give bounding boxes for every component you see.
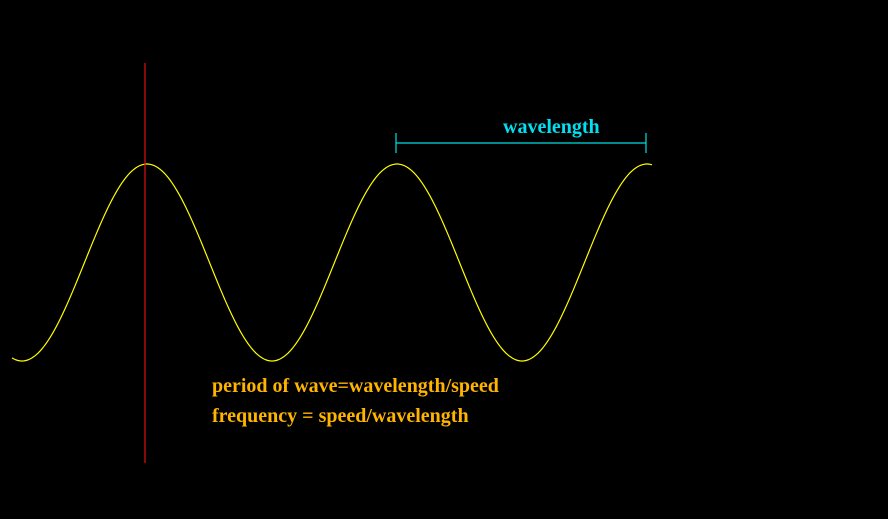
- period-formula: period of wave=wavelength/speed: [212, 375, 499, 397]
- frequency-formula: frequency = speed/wavelength: [212, 405, 469, 427]
- wavelength-bracket: [395, 133, 647, 153]
- sine-wave: [11, 163, 653, 362]
- wavelength-label: wavelength: [503, 116, 600, 138]
